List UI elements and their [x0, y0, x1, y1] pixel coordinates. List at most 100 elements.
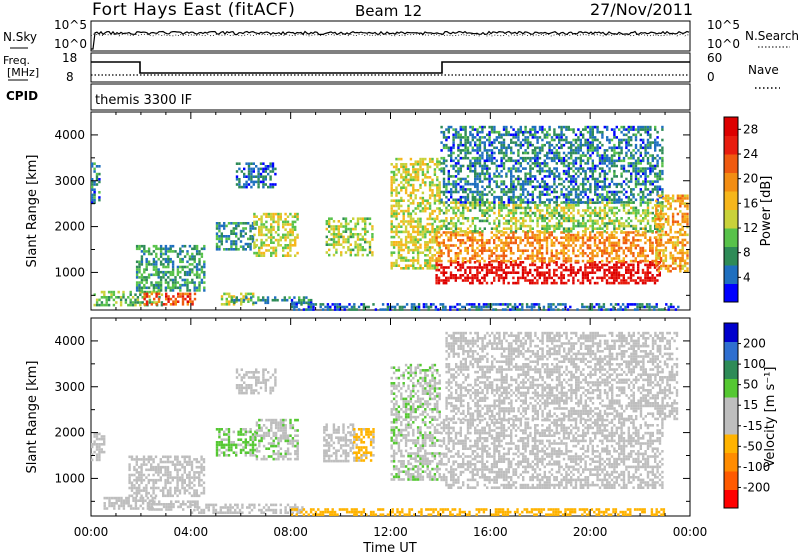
power-cell — [230, 240, 232, 243]
power-cell — [253, 181, 255, 184]
power-cell — [644, 180, 646, 183]
power-cell — [174, 281, 176, 284]
power-cell — [143, 298, 145, 301]
power-cell — [599, 261, 601, 264]
power-cell — [481, 234, 483, 237]
power-cell — [616, 136, 618, 139]
power-cell — [280, 213, 282, 216]
power-cell — [158, 284, 160, 287]
power-cell — [604, 196, 606, 199]
power-cell — [136, 281, 138, 284]
power-cell — [662, 244, 664, 247]
power-cell — [443, 160, 445, 163]
power-cell — [429, 205, 431, 208]
power-cell — [98, 299, 100, 302]
power-cell — [536, 141, 538, 144]
power-cell — [300, 299, 302, 302]
power-cell — [417, 267, 419, 270]
power-cell — [613, 244, 615, 247]
power-cell — [620, 217, 622, 220]
power-cell — [252, 227, 254, 230]
power-cell — [623, 260, 625, 263]
power-cell — [103, 296, 105, 299]
power-cell — [491, 209, 493, 212]
power-cell — [647, 266, 649, 269]
power-cell — [560, 252, 562, 255]
power-cell — [539, 234, 541, 237]
power-cell — [160, 248, 162, 251]
power-cell — [608, 199, 610, 202]
power-cell — [155, 284, 157, 287]
power-cell — [637, 239, 639, 242]
power-cell — [587, 274, 589, 277]
power-cell — [391, 179, 393, 182]
power-cell — [407, 231, 409, 234]
power-cell — [165, 250, 167, 253]
power-cell — [464, 271, 466, 274]
power-cell — [296, 234, 298, 237]
power-cell — [272, 241, 274, 244]
power-cell — [565, 257, 567, 260]
power-cell — [400, 257, 402, 260]
power-cell — [575, 183, 577, 186]
power-cell — [417, 179, 419, 182]
power-cell — [536, 282, 538, 285]
power-cell — [546, 131, 548, 134]
power-cell — [484, 214, 486, 217]
power-cell — [395, 264, 397, 267]
power-cell — [548, 260, 550, 263]
power-cell — [148, 263, 150, 266]
power-cell — [544, 134, 546, 137]
power-cell — [467, 175, 469, 178]
power-cell — [656, 141, 658, 144]
power-cell — [625, 269, 627, 272]
power-cell — [632, 279, 634, 282]
power-cell — [512, 134, 514, 137]
power-cell — [635, 167, 637, 170]
power-cell — [503, 162, 505, 165]
power-cell — [469, 244, 471, 247]
power-cell — [599, 212, 601, 215]
power-cell — [628, 217, 630, 220]
power-cell — [620, 167, 622, 170]
power-cell — [469, 230, 471, 233]
power-cell — [457, 261, 459, 264]
power-cell — [153, 250, 155, 253]
power-cell — [218, 245, 220, 248]
power-cell — [558, 277, 560, 280]
power-cell — [531, 257, 533, 260]
power-cell — [665, 254, 667, 257]
power-cell — [510, 271, 512, 274]
power-cell — [505, 175, 507, 178]
power-cell — [632, 274, 634, 277]
power-cell — [450, 196, 452, 199]
power-cell — [548, 188, 550, 191]
power-cell — [407, 246, 409, 249]
power-cell — [660, 249, 662, 252]
power-cell — [395, 210, 397, 213]
power-cell — [201, 266, 203, 269]
power-cell — [148, 261, 150, 264]
power-cell — [544, 217, 546, 220]
power-cell — [179, 253, 181, 256]
power-cell — [167, 261, 169, 264]
power-cell — [565, 165, 567, 168]
power-cell — [488, 191, 490, 194]
power-cell — [647, 199, 649, 202]
power-cell — [558, 257, 560, 260]
power-cell — [563, 170, 565, 173]
power-cell — [235, 225, 237, 228]
power-cell — [431, 181, 433, 184]
power-cell — [649, 165, 651, 168]
power-cell — [541, 144, 543, 147]
power-cell — [630, 162, 632, 165]
power-cell — [647, 277, 649, 280]
power-cell — [427, 171, 429, 174]
power-cell — [527, 144, 529, 147]
power-cell — [510, 134, 512, 137]
power-cell — [520, 131, 522, 134]
power-cell — [280, 236, 282, 239]
power-cell — [445, 139, 447, 142]
power-cell — [445, 188, 447, 191]
power-cell — [644, 227, 646, 230]
